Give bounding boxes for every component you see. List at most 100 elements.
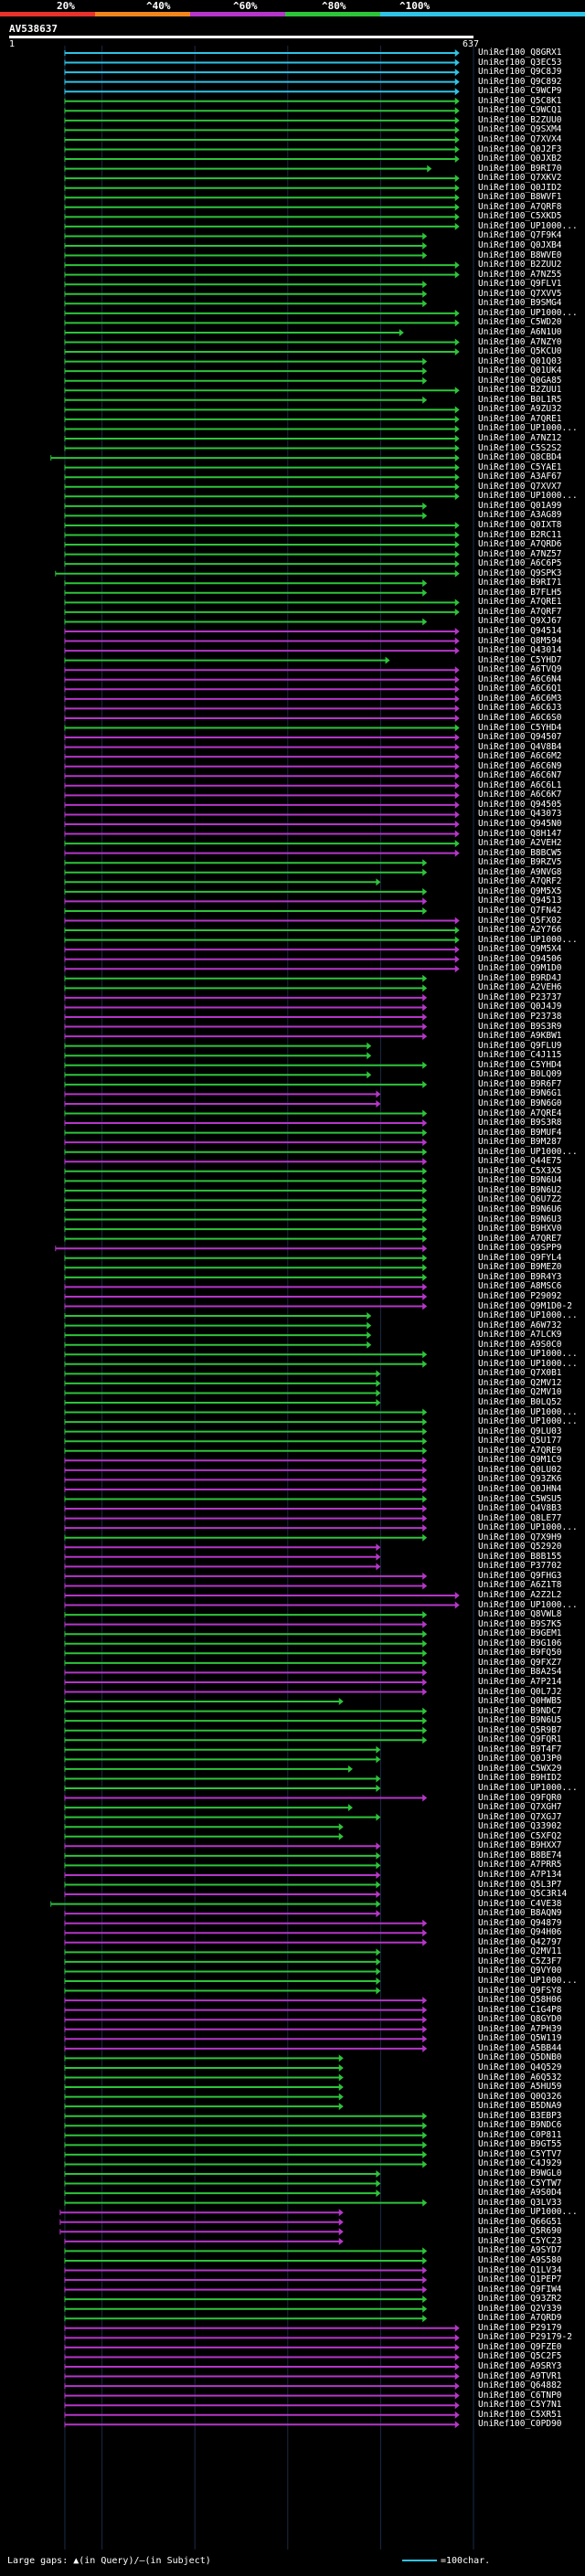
- hit-label-link[interactable]: UniRef100_Q0JHN4: [478, 1483, 562, 1494]
- hit-label-link[interactable]: UniRef100_P37702: [478, 1561, 562, 1572]
- hit-label-link[interactable]: UniRef100_B9GEM1: [478, 1628, 562, 1639]
- hit-label-link[interactable]: UniRef100_C5YAE1: [478, 461, 562, 472]
- hit-label-link[interactable]: UniRef100_Q0IXT8: [478, 519, 562, 530]
- hit-label-link[interactable]: UniRef100_Q94879: [478, 1917, 562, 1928]
- hit-label-link[interactable]: UniRef100_Q9FQR1: [478, 1734, 562, 1745]
- hit-label-link[interactable]: UniRef100_A2Z2L2: [478, 1590, 562, 1600]
- hit-label-link[interactable]: UniRef100_C9WCP9: [478, 86, 562, 97]
- hit-label-link[interactable]: UniRef100_C5XFQ2: [478, 1830, 562, 1841]
- hit-label-link[interactable]: UniRef100_Q33902: [478, 1821, 562, 1832]
- hit-label-link[interactable]: UniRef100_A6C6N7: [478, 770, 562, 781]
- hit-label-link[interactable]: UniRef100_UP1000...: [478, 220, 578, 231]
- hit-label-link[interactable]: UniRef100_B9N6U2: [478, 1184, 562, 1195]
- hit-label-link[interactable]: UniRef100_Q9FLV1: [478, 279, 562, 290]
- hit-label-link[interactable]: UniRef100_B2ZUU1: [478, 385, 562, 396]
- hit-label-link[interactable]: UniRef100_B9RI70: [478, 163, 562, 174]
- hit-label-link[interactable]: UniRef100_UP1000...: [478, 307, 578, 318]
- hit-label-link[interactable]: UniRef100_Q7XKV2: [478, 173, 562, 184]
- hit-label-link[interactable]: UniRef100_UP1000...: [478, 1310, 578, 1321]
- hit-label-link[interactable]: UniRef100_C0PD90: [478, 2419, 562, 2430]
- hit-label-link[interactable]: UniRef100_Q8LE77: [478, 1512, 562, 1523]
- hit-label-link[interactable]: UniRef100_B2RC11: [478, 529, 562, 540]
- hit-label-link[interactable]: UniRef100_A6C6J3: [478, 703, 562, 714]
- hit-label-link[interactable]: UniRef100_Q44E75: [478, 1156, 562, 1167]
- hit-label-link[interactable]: UniRef100_A6C6N9: [478, 760, 562, 771]
- hit-label-link[interactable]: UniRef100_B9FQ50: [478, 1648, 562, 1659]
- hit-label-link[interactable]: UniRef100_B9R6F7: [478, 1078, 562, 1089]
- hit-label-link[interactable]: UniRef100_Q9SXM4: [478, 124, 562, 135]
- hit-label-link[interactable]: UniRef100_A6C6P5: [478, 558, 562, 569]
- hit-label-link[interactable]: UniRef100_B9R4Y3: [478, 1271, 562, 1282]
- hit-label-link[interactable]: UniRef100_B0L1R5: [478, 394, 562, 405]
- hit-label-link[interactable]: UniRef100_B9G106: [478, 1638, 562, 1648]
- hit-label-link[interactable]: UniRef100_B0LQ09: [478, 1069, 562, 1080]
- hit-label-link[interactable]: UniRef100_A9SRY3: [478, 2361, 562, 2371]
- hit-label-link[interactable]: UniRef100_B9HXX7: [478, 1840, 562, 1851]
- hit-label-link[interactable]: UniRef100_Q2MV12: [478, 1377, 562, 1388]
- hit-label-link[interactable]: UniRef100_Q8M594: [478, 635, 562, 646]
- hit-label-link[interactable]: UniRef100_Q0J3P0: [478, 1754, 562, 1765]
- hit-label-link[interactable]: UniRef100_B9GT55: [478, 2139, 562, 2150]
- hit-label-link[interactable]: UniRef100_P29179-2: [478, 2332, 572, 2343]
- hit-label-link[interactable]: UniRef100_Q64882: [478, 2380, 562, 2391]
- hit-label-link[interactable]: UniRef100_Q6U7Z2: [478, 1194, 562, 1205]
- hit-label-link[interactable]: UniRef100_Q8CBD4: [478, 452, 562, 463]
- hit-label-link[interactable]: UniRef100_B8AQN9: [478, 1908, 562, 1919]
- hit-label-link[interactable]: UniRef100_A7QRE7: [478, 1233, 562, 1244]
- hit-label-link[interactable]: UniRef100_A7PH39: [478, 2023, 562, 2034]
- hit-label-link[interactable]: UniRef100_C1G4P8: [478, 2004, 562, 2015]
- hit-label-link[interactable]: UniRef100_Q9LU03: [478, 1426, 562, 1436]
- hit-label-link[interactable]: UniRef100_Q94505: [478, 799, 562, 810]
- hit-label-link[interactable]: UniRef100_C5WD20: [478, 317, 562, 328]
- hit-label-link[interactable]: UniRef100_Q8GYD0: [478, 2014, 562, 2025]
- hit-label-link[interactable]: UniRef100_Q94514: [478, 626, 562, 636]
- hit-label-link[interactable]: UniRef100_B8WVE0: [478, 249, 562, 260]
- hit-label-link[interactable]: UniRef100_C5WSU5: [478, 1493, 562, 1504]
- hit-label-link[interactable]: UniRef100_A6C6Q1: [478, 684, 562, 694]
- hit-label-link[interactable]: UniRef100_Q9FQR0: [478, 1792, 562, 1803]
- hit-label-link[interactable]: UniRef100_A7QRD6: [478, 539, 562, 550]
- hit-label-link[interactable]: UniRef100_A6C6S0: [478, 712, 562, 723]
- hit-label-link[interactable]: UniRef100_A7QRF7: [478, 606, 562, 617]
- hit-label-link[interactable]: UniRef100_Q9VY00: [478, 1966, 562, 1977]
- hit-label-link[interactable]: UniRef100_A7PRR5: [478, 1860, 562, 1871]
- hit-label-link[interactable]: UniRef100_A7P214: [478, 1676, 562, 1687]
- hit-label-link[interactable]: UniRef100_UP1000...: [478, 491, 578, 502]
- hit-label-link[interactable]: UniRef100_C5YHD7: [478, 654, 562, 665]
- hit-label-link[interactable]: UniRef100_A3AF67: [478, 472, 562, 482]
- hit-label-link[interactable]: UniRef100_B9MEZ0: [478, 1262, 562, 1273]
- hit-label-link[interactable]: UniRef100_Q9M5X4: [478, 944, 562, 955]
- hit-label-link[interactable]: UniRef100_Q9SPP9: [478, 1243, 562, 1254]
- hit-label-link[interactable]: UniRef100_UP1000...: [478, 1599, 578, 1610]
- hit-label-link[interactable]: UniRef100_Q9FIW4: [478, 2284, 562, 2295]
- hit-label-link[interactable]: UniRef100_B9N6U6: [478, 1204, 562, 1214]
- hit-label-link[interactable]: UniRef100_UP1000...: [478, 1416, 578, 1427]
- hit-label-link[interactable]: UniRef100_Q5KCU0: [478, 346, 562, 357]
- hit-label-link[interactable]: UniRef100_Q9FLU9: [478, 1040, 562, 1051]
- hit-label-link[interactable]: UniRef100_Q7XVX4: [478, 133, 562, 144]
- hit-label-link[interactable]: UniRef100_A9S0D4: [478, 2188, 562, 2199]
- hit-label-link[interactable]: UniRef100_UP1000...: [478, 1358, 578, 1369]
- hit-label-link[interactable]: UniRef100_A9KBW1: [478, 1031, 562, 1042]
- hit-label-link[interactable]: UniRef100_C0P811: [478, 2129, 562, 2140]
- hit-label-link[interactable]: UniRef100_Q0JID2: [478, 182, 562, 193]
- hit-label-link[interactable]: UniRef100_B9SMG4: [478, 298, 562, 309]
- hit-label-link[interactable]: UniRef100_Q2MV11: [478, 1946, 562, 1957]
- hit-label-link[interactable]: UniRef100_A2VEH6: [478, 982, 562, 993]
- hit-label-link[interactable]: UniRef100_C5Y7N1: [478, 2400, 562, 2411]
- hit-label-link[interactable]: UniRef100_Q5FX02: [478, 915, 562, 926]
- hit-label-link[interactable]: UniRef100_A6W732: [478, 1320, 562, 1330]
- hit-label-link[interactable]: UniRef100_Q7F9K4: [478, 230, 562, 241]
- hit-label-link[interactable]: UniRef100_A7QRE1: [478, 413, 562, 424]
- hit-label-link[interactable]: UniRef100_Q5U177: [478, 1436, 562, 1447]
- hit-label-link[interactable]: UniRef100_Q43014: [478, 645, 562, 656]
- hit-label-link[interactable]: UniRef100_B5DNA9: [478, 2101, 562, 2112]
- hit-label-link[interactable]: UniRef100_C4VE38: [478, 1898, 562, 1909]
- hit-label-link[interactable]: UniRef100_Q5R690: [478, 2226, 562, 2237]
- hit-label-link[interactable]: UniRef100_Q5C8K1: [478, 95, 562, 106]
- hit-label-link[interactable]: UniRef100_Q2MV10: [478, 1387, 562, 1398]
- hit-label-link[interactable]: UniRef100_B9N6U4: [478, 1175, 562, 1186]
- hit-label-link[interactable]: UniRef100_B9M287: [478, 1137, 562, 1148]
- hit-label-link[interactable]: UniRef100_A7LCK9: [478, 1330, 562, 1341]
- hit-label-link[interactable]: UniRef100_Q9FZE0: [478, 2341, 562, 2352]
